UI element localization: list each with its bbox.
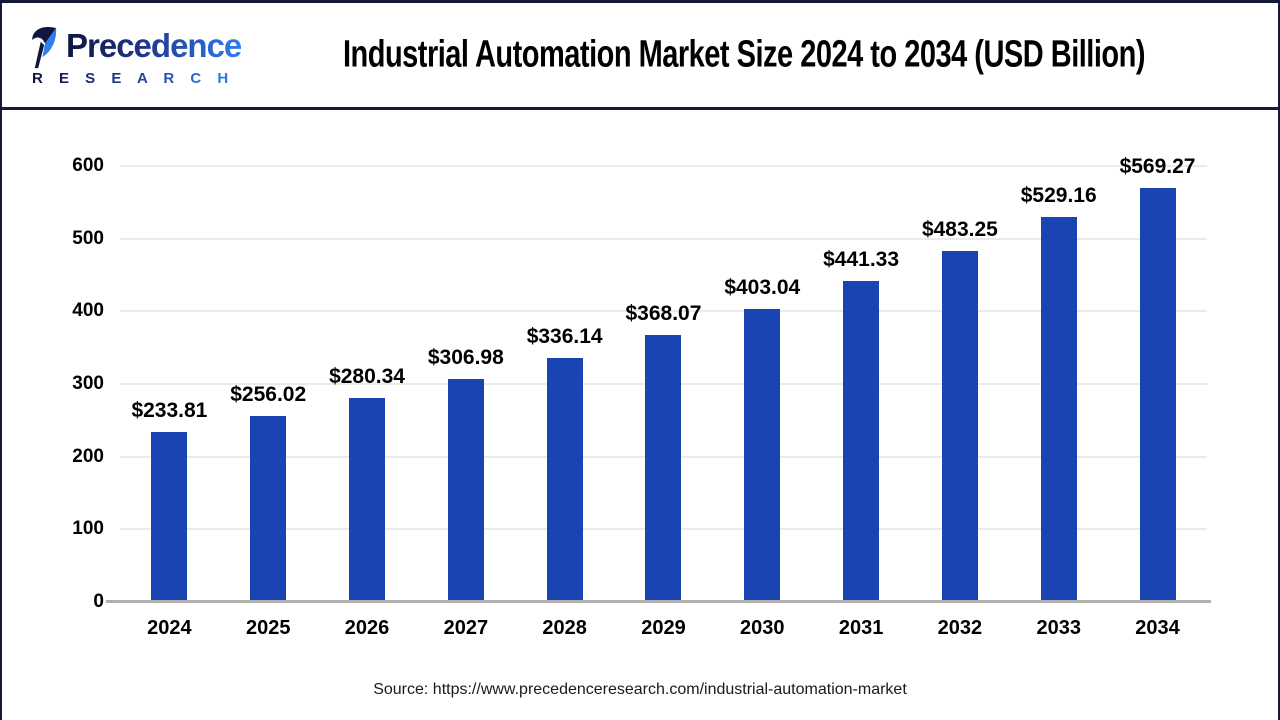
bar-2031 (843, 281, 880, 602)
logo-wordmark: Precedence (66, 27, 242, 64)
gridline (120, 165, 1207, 167)
x-axis-tick-label: 2031 (838, 617, 884, 639)
x-axis-tick-label: 2028 (542, 617, 587, 639)
logo-research-label: R E S E A R C H (32, 70, 235, 87)
bar-2028 (546, 357, 583, 602)
y-axis-tick-label: 200 (72, 445, 104, 467)
x-axis-tick-label: 2026 (344, 617, 390, 639)
bar-value-label: $336.14 (526, 324, 603, 348)
bar-value-label: $483.25 (921, 217, 998, 241)
bar-slot: $569.27 (1108, 155, 1207, 602)
bar-slot: $441.33 (812, 166, 911, 602)
bar-value-label: $368.07 (625, 301, 702, 325)
bar-slot: $336.14 (515, 166, 614, 602)
y-axis-tick-label: 0 (93, 591, 104, 612)
x-axis-tick-label: 2025 (245, 617, 291, 639)
bar-slot: $368.07 (614, 166, 713, 602)
x-axis-tick-label: 2027 (443, 617, 489, 639)
bar-slot: $529.16 (1009, 166, 1108, 602)
y-axis-tick-label: 300 (72, 373, 104, 394)
bar-slot: $233.81 (120, 166, 219, 602)
precedence-flag-icon (32, 27, 57, 69)
bar-value-label: $256.02 (230, 382, 307, 406)
precedence-research-logo: Precedence R E S E A R C H (26, 23, 244, 87)
x-axis-tick-label: 2030 (740, 617, 785, 639)
chart-title: Industrial Automation Market Size 2024 t… (342, 33, 1146, 76)
bar-2025 (250, 415, 287, 602)
bar-slot: $256.02 (219, 166, 318, 602)
bar-value-label: $233.81 (131, 399, 208, 423)
bar-value-label: $280.34 (329, 365, 405, 389)
x-axis-line (106, 600, 1211, 603)
x-axis-tick-label: 2034 (1135, 617, 1180, 639)
source-link-text: Source: https://www.precedenceresearch.c… (373, 681, 907, 698)
bar-2034 (1139, 188, 1176, 602)
bar-2026 (349, 398, 386, 602)
y-axis-tick-label: 400 (72, 300, 104, 322)
bar-slot: $403.04 (713, 166, 812, 602)
bar-value-label: $569.27 (1119, 155, 1196, 179)
bar-value-label: $529.16 (1020, 184, 1097, 208)
bar-value-label: $306.98 (427, 345, 504, 369)
x-axis-tick-label: 2024 (147, 617, 192, 639)
bar-2024 (151, 432, 188, 602)
gridline (120, 237, 1207, 240)
bar-2029 (645, 334, 682, 602)
bar-slot: $306.98 (416, 166, 515, 602)
y-axis-tick-label: 500 (72, 227, 104, 249)
y-axis-tick-label: 100 (72, 518, 104, 540)
header: Precedence R E S E A R C H Industrial Au… (2, 3, 1278, 110)
bar-2032 (941, 250, 978, 602)
y-axis-tick-label: 600 (72, 155, 104, 176)
bar-value-label: $403.04 (724, 276, 801, 300)
bar-value-label: $441.33 (823, 248, 900, 272)
x-axis-tick-label: 2033 (1036, 617, 1081, 639)
x-axis-tick-label: 2032 (937, 617, 983, 639)
bar-2030 (744, 309, 781, 602)
bar-2027 (447, 378, 484, 602)
bar-slot: $280.34 (318, 166, 417, 602)
x-axis-tick-label: 2029 (641, 617, 686, 639)
bar-slot: $483.25 (911, 166, 1010, 602)
gridline (120, 310, 1207, 313)
bar-2033 (1040, 217, 1077, 602)
